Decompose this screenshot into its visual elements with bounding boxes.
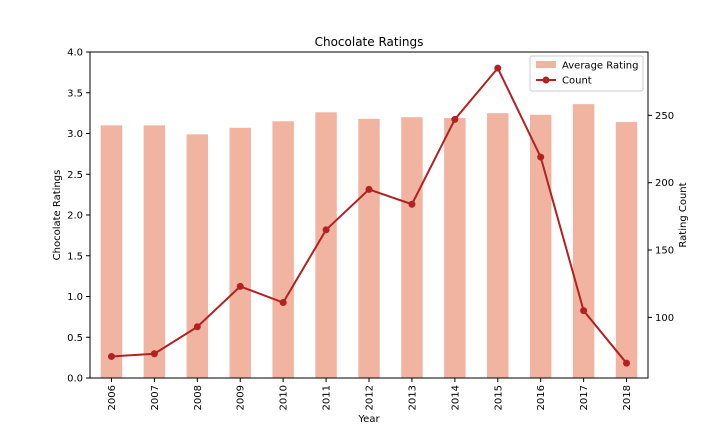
x-tick-label: 2009 [236,385,247,410]
count-point-2016 [537,153,545,161]
count-point-2010 [279,299,287,307]
bar-2015 [487,113,509,378]
y-tick-label: 0.0 [67,374,83,385]
count-point-2009 [236,282,244,290]
bar-2012 [358,118,380,378]
legend-marker-count [542,76,550,84]
bar-2006 [100,125,123,378]
y-tick-label: 0.5 [67,333,83,344]
x-tick-label: 2011 [322,385,333,410]
x-tick-label: 2007 [150,385,161,410]
legend-box [529,55,644,92]
y2-tick-label: 200 [655,178,674,189]
x-tick-label: 2016 [536,385,547,410]
bar-2009 [229,127,251,378]
x-tick-label: 2014 [450,385,461,410]
count-point-2008 [193,323,201,331]
count-point-2012 [365,185,373,193]
x-tick-label: 2012 [365,385,376,410]
bars-group [100,104,638,379]
bar-2011 [315,112,337,378]
count-point-2006 [107,352,115,360]
x-tick-label: 2017 [579,385,590,410]
count-point-2015 [494,64,502,72]
bar-2013 [401,117,423,378]
y2-tick-label: 100 [655,313,674,324]
bar-2014 [444,118,466,378]
bar-2017 [572,104,595,378]
x-axis-ticks: 2006 2007 2008 2009 2010 2011 2012 2013 2014 2015… [107,378,633,410]
bar-2016 [529,114,552,378]
count-point-2011 [322,226,330,234]
y-tick-label: 3.5 [67,88,83,99]
x-tick-label: 2013 [407,385,418,410]
count-point-2018 [623,359,631,367]
y-axis-label: Chocolate Ratings [52,170,63,261]
bar-2007 [143,125,166,378]
count-point-2007 [150,350,158,358]
x-tick-label: 2006 [107,385,118,410]
chart-title: Chocolate Ratings [315,35,424,49]
left-axis-ticks: 0.0 0.5 1.0 1.5 2.0 2.5 3.0 3.5 4.0 [67,48,90,385]
x-tick-label: 2008 [193,385,204,410]
y-tick-label: 3.0 [67,129,83,140]
bar-2008 [186,134,209,378]
count-point-2017 [580,307,588,315]
y2-axis-label: Rating Count [678,182,689,247]
legend: Average Rating Count [529,55,644,92]
y2-tick-label: 150 [655,246,674,257]
y-tick-label: 2.0 [67,211,83,222]
count-line-group [107,64,631,367]
right-axis-ticks: 100 150 200 250 [648,111,674,324]
y-tick-label: 4.0 [67,48,83,59]
count-point-2014 [451,115,459,123]
y2-tick-label: 250 [655,111,674,122]
x-tick-label: 2015 [493,385,504,410]
legend-swatch-average-rating [536,61,556,68]
legend-label-average-rating: Average Rating [562,61,638,72]
y-tick-label: 1.5 [67,251,83,262]
bar-2018 [615,122,638,378]
x-axis-label: Year [357,414,380,425]
legend-label-count: Count [562,76,592,87]
y-tick-label: 1.0 [67,292,83,303]
y-tick-label: 2.5 [67,170,83,181]
bar-2010 [272,121,294,379]
x-tick-label: 2018 [622,385,633,410]
count-point-2013 [408,200,416,208]
x-tick-label: 2010 [279,385,290,410]
